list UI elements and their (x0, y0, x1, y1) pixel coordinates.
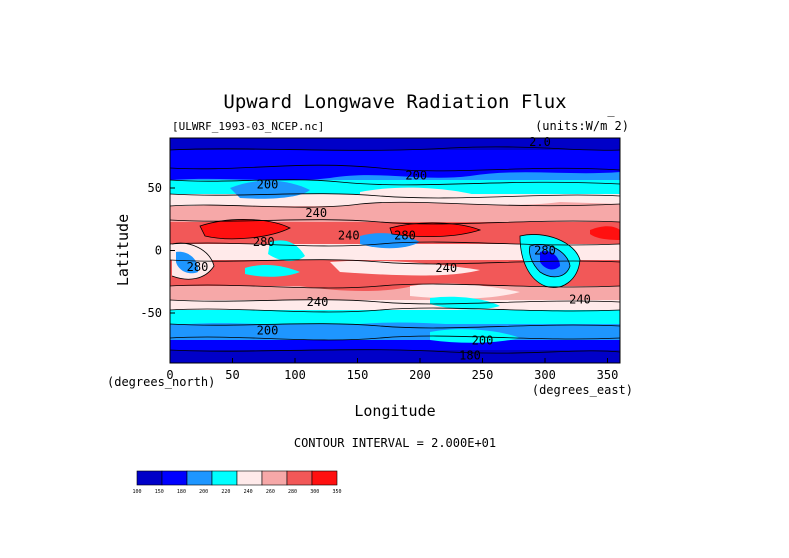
x-tick-label: 350 (597, 368, 619, 382)
feature-warm-core-mid (390, 222, 480, 237)
x-axis: 0 50 100 150 200 250 300 350 (166, 358, 618, 382)
x-tick-label: 300 (534, 368, 556, 382)
feature-africa-cyan (176, 251, 199, 274)
colorbar-level-label: 350 (332, 489, 341, 495)
colorbar-swatch (211, 470, 238, 486)
colorbar-level-label: 220 (221, 489, 230, 495)
contour-lines (170, 146, 620, 354)
contour-label: 240 (435, 261, 457, 275)
y-axis-label: Latitude (114, 214, 132, 286)
contour-label: 280 (187, 260, 209, 274)
feature-south-pacific-pale (330, 260, 480, 276)
feature-south-red-lobe (300, 273, 420, 291)
heatmap-field (170, 138, 620, 363)
x-tick-label: 100 (284, 368, 306, 382)
dataset-label: [ULWRF_1993-03_NCEP.nc] (172, 120, 324, 133)
contour-line (389, 222, 482, 238)
feature-warm-core-east (590, 226, 620, 240)
band-south-cyan (170, 310, 620, 324)
contour-label: 200 (472, 334, 494, 348)
contour-line (170, 146, 620, 151)
colorbar-swatch (161, 470, 188, 486)
colorbar-swatch (186, 470, 213, 486)
x-axis-label: Longitude (354, 402, 435, 420)
band-south-pale (170, 300, 620, 310)
y-tick-label: 0 (155, 244, 162, 258)
x-tick-label: 250 (472, 368, 494, 382)
contour-label: 280 (534, 244, 556, 258)
feature-north-blue-lobe (170, 155, 620, 181)
band-south-pink (170, 286, 620, 300)
x-tick-label: 150 (347, 368, 369, 382)
contour-label: 280 (394, 229, 416, 243)
contour-label: 240 (307, 295, 329, 309)
contour-interval-text: CONTOUR INTERVAL = 2.000E+01 (294, 436, 496, 450)
contour-label: 240 (305, 206, 327, 220)
x-tick-label: 200 (409, 368, 431, 382)
contour-line (170, 283, 620, 289)
colorbar-level-label: 200 (199, 489, 208, 495)
colorbar-level-label: 240 (244, 489, 253, 495)
contour-label: 200 (257, 324, 279, 338)
colorbar-level-label: 280 (288, 489, 297, 495)
contour-line (170, 349, 620, 354)
contour-line (170, 164, 620, 172)
feature-pacific-pale (360, 187, 480, 203)
colorbar-level-label: 150 (155, 489, 164, 495)
contour-line (171, 242, 215, 280)
units-label: (units:W/m‾2) (535, 115, 629, 133)
contour-label: 280 (253, 235, 275, 249)
contour-line (170, 193, 620, 199)
colorbar-swatch (311, 470, 338, 486)
contour-label: 200 (257, 177, 279, 191)
colorbar-swatch (236, 470, 263, 486)
colorbar: 100 150 180 200 220 240 260 280 300 350 (132, 470, 342, 495)
colorbar-level-label: 180 (177, 489, 186, 495)
band-south-high (170, 338, 620, 350)
contour-line (170, 219, 620, 225)
colorbar-level-label: 260 (266, 489, 275, 495)
feature-warm-core-west (200, 219, 290, 239)
contour-line (170, 307, 620, 313)
x-tick-label: 50 (225, 368, 239, 382)
contour-label: 240 (569, 292, 591, 306)
y-tick-label: -50 (140, 306, 162, 320)
contour-line (529, 244, 571, 278)
y-tick-label: 50 (148, 181, 162, 195)
colorbar-swatch (136, 470, 163, 486)
colorbar-swatch (261, 470, 288, 486)
contour-line (199, 219, 291, 240)
contour-label: 180 (459, 349, 481, 363)
feature-amazon-core (540, 251, 560, 270)
contour-label: 2.0 (529, 135, 551, 149)
contour-line (519, 234, 581, 288)
contour-line (170, 259, 620, 265)
colorbar-swatch (286, 470, 313, 486)
colorbar-level-label: 300 (310, 489, 319, 495)
feature-southern-cyan-lobe (430, 329, 520, 343)
x-unit-label: (degrees_east) (532, 383, 633, 397)
contour-label: 200 (405, 169, 427, 183)
feature-south-pale-lobe (410, 283, 520, 299)
units-exponent-mark: ‾ (607, 115, 615, 129)
feature-south-indian-cyan (245, 265, 300, 277)
contour-line (170, 323, 620, 329)
contour-label: 240 (338, 229, 360, 243)
contour-line (170, 299, 620, 305)
colorbar-level-label: 100 (132, 489, 141, 495)
contour-line (170, 179, 620, 186)
units-exponent: 2) (615, 119, 629, 133)
y-unit-label: (degrees_north) (107, 375, 215, 389)
contour-line (170, 335, 620, 341)
units-text: (units:W/m (535, 119, 607, 133)
chart-title: Upward Longwave Radiation Flux (223, 91, 566, 113)
x-tick-label: 0 (166, 368, 173, 382)
contour-line (170, 201, 620, 208)
y-axis: -50 0 50 (140, 181, 175, 320)
